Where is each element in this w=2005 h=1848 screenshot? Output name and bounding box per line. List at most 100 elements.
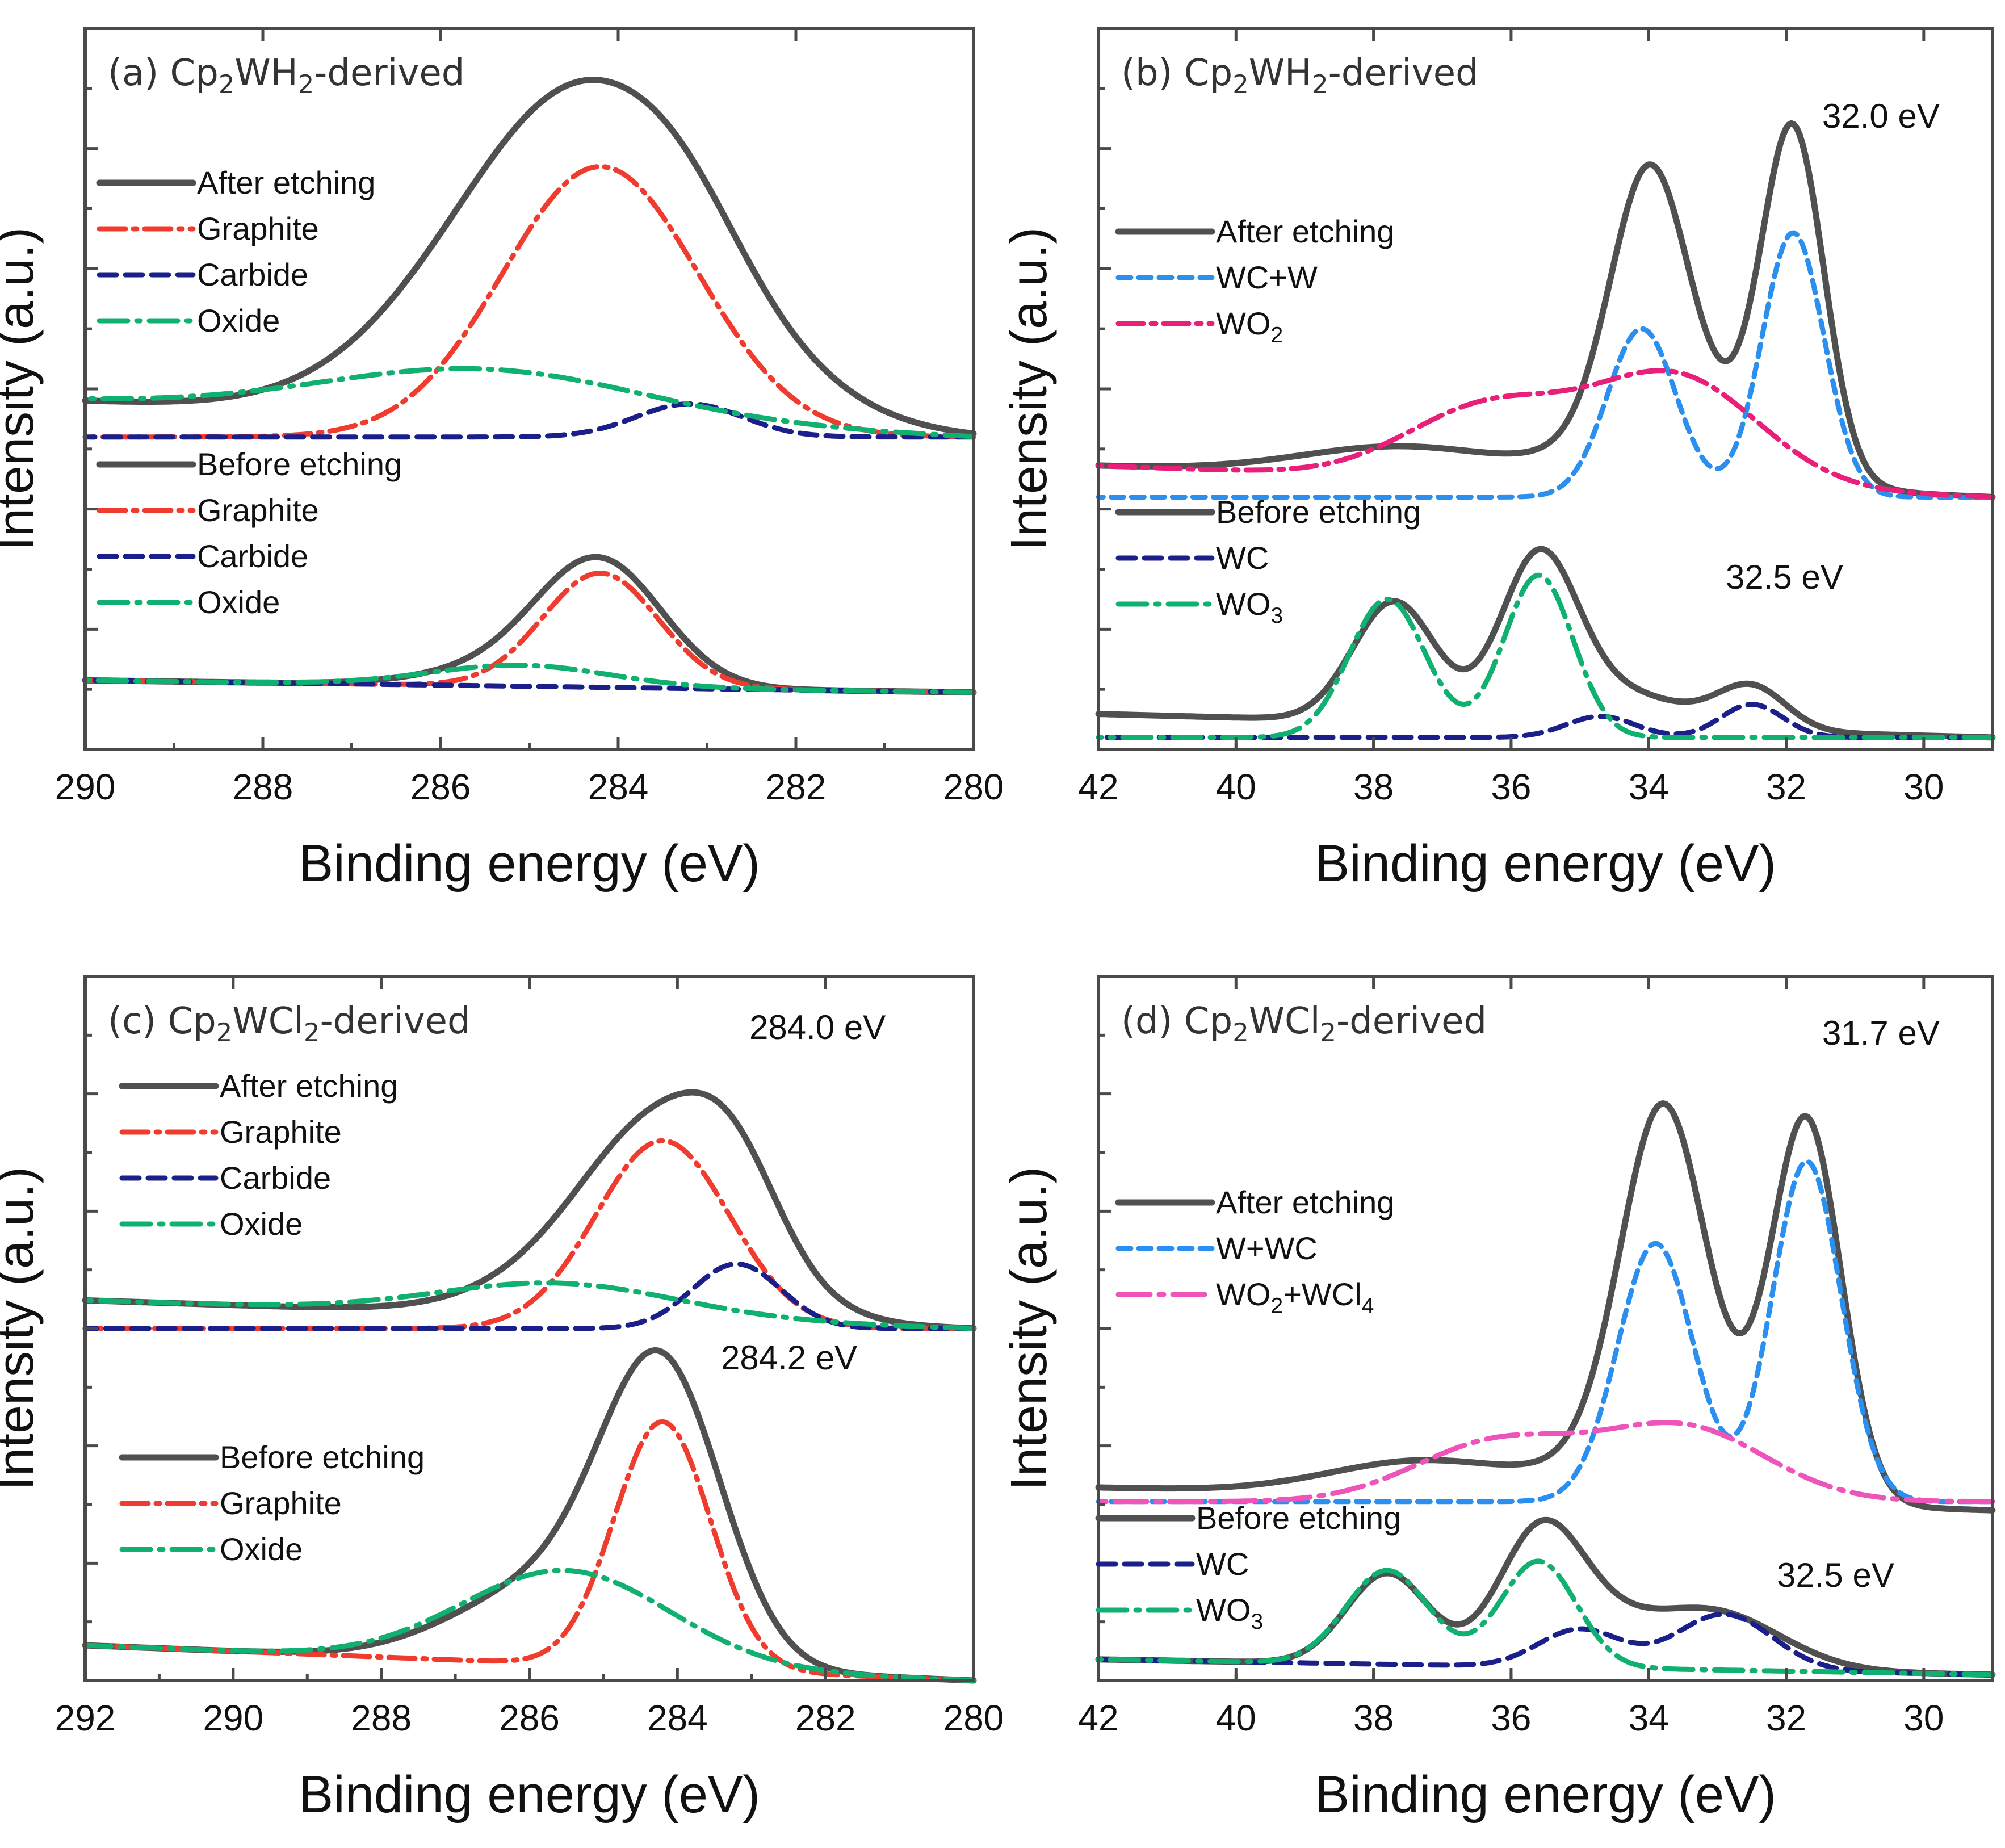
x-tick-label-d: 42 xyxy=(1078,1698,1118,1738)
legend-b-after: After etching WC+W WO2 xyxy=(1115,213,1394,347)
panel-c: 292 290 288 286 284 282 280 Binding energy (eV)… xyxy=(0,975,1004,1824)
x-tick-label-a: 280 xyxy=(943,766,1004,807)
y-axis-label-d: Intensity (a.u.) xyxy=(1001,1167,1058,1490)
legend-label-carbide: Carbide xyxy=(197,538,308,574)
legend-label-graphite: Graphite xyxy=(197,211,319,246)
x-tick-label-c: 286 xyxy=(499,1698,560,1738)
x-tick-label-b: 40 xyxy=(1216,766,1256,807)
legend-label-wc: WC xyxy=(1196,1546,1249,1582)
series-a-oxide-before- xyxy=(82,663,976,695)
x-tick-label-c: 292 xyxy=(55,1698,116,1738)
series-b-after-etching xyxy=(1095,120,1996,500)
legend-d-after: After etching W+WC WO2+WCl4 xyxy=(1115,1184,1394,1318)
x-tick-label-a: 286 xyxy=(410,766,471,807)
series-d-wo3 xyxy=(1096,1558,1995,1678)
legend-b-before: Before etching WC WO3 xyxy=(1115,494,1421,628)
x-tick-label-b: 34 xyxy=(1629,766,1669,807)
legend-label-graphite: Graphite xyxy=(220,1114,342,1150)
legend-c-before: Before etching Graphite Oxide xyxy=(119,1439,425,1567)
panel-title-b: (b) Cp2WH2-derived xyxy=(1121,52,1479,99)
legend-a-before: Before etching Graphite Carbide Oxide xyxy=(96,446,402,620)
legend-label-wo2wcl4: WO2+WCl4 xyxy=(1216,1276,1374,1318)
legend-label-oxide: Oxide xyxy=(220,1531,303,1567)
x-axis-label-b: Binding energy (eV) xyxy=(1315,835,1776,892)
series-b-wo2 xyxy=(1096,368,1995,500)
legend-label-wo3: WO3 xyxy=(1196,1592,1263,1634)
y-axis-label-b: Intensity (a.u.) xyxy=(1001,227,1058,551)
legend-label-oxide: Oxide xyxy=(197,303,280,338)
panel-b: 42 40 38 36 34 32 30 Binding energy (eV) Intensi… xyxy=(1001,27,1996,892)
panel-title-d: (d) Cp2WCl2-derived xyxy=(1121,1000,1487,1047)
y-axis-label-c: Intensity (a.u.) xyxy=(0,1167,44,1490)
legend-label-wcw: WC+W xyxy=(1216,259,1318,295)
y-axis-label-a: Intensity (a.u.) xyxy=(0,227,44,551)
series-c-after-etching xyxy=(82,1089,977,1332)
peak-annotation-b: 32.5 eV xyxy=(1726,558,1843,596)
legend-label-total: Before etching xyxy=(1216,494,1421,530)
x-axis-label-a: Binding energy (eV) xyxy=(299,835,760,892)
legend-label-total: Before etching xyxy=(220,1439,425,1475)
x-tick-label-a: 290 xyxy=(55,766,116,807)
legend-label-wo2: WO2 xyxy=(1216,305,1283,347)
series-a-after-etching xyxy=(82,77,977,437)
legend-d-before: Before etching WC WO3 xyxy=(1095,1500,1401,1634)
legend-label-total: After etching xyxy=(1216,213,1394,249)
legend-label-total: Before etching xyxy=(197,446,402,482)
x-tick-label-a: 282 xyxy=(766,766,827,807)
legend-a-after: After etching Graphite Carbide Oxide xyxy=(96,165,375,338)
x-tick-label-b: 38 xyxy=(1353,766,1394,807)
x-tick-label-d: 38 xyxy=(1353,1698,1394,1738)
peak-annotation-c: 284.2 eV xyxy=(721,1339,857,1377)
series-b-wo3 xyxy=(1096,572,1995,740)
x-tick-label-a: 284 xyxy=(588,766,649,807)
series-d-after-etching xyxy=(1095,1100,1996,1514)
x-tick-label-a: 288 xyxy=(233,766,293,807)
x-tick-label-d: 34 xyxy=(1629,1698,1669,1738)
x-tick-label-d: 30 xyxy=(1903,1698,1944,1738)
panels-container: 290 288 286 284 282 280 Binding energy (eV) Int… xyxy=(0,27,1996,1824)
panel-title-a: (a) Cp2WH2-derived xyxy=(108,52,464,99)
series-a-oxide-after- xyxy=(82,366,976,439)
x-tick-label-c: 284 xyxy=(647,1698,708,1738)
curves-d xyxy=(1095,1100,1996,1678)
curves-a xyxy=(82,77,977,695)
legend-label-total: After etching xyxy=(197,165,375,200)
peak-annotation-b: 32.0 eV xyxy=(1822,97,1940,135)
series-d-wo2-wcl4 xyxy=(1096,1420,1995,1505)
legend-label-carbide: Carbide xyxy=(197,257,308,292)
legend-label-oxide: Oxide xyxy=(197,584,280,620)
series-a-carbide-after- xyxy=(82,401,976,440)
legend-label-oxide: Oxide xyxy=(220,1206,303,1242)
peak-annotation-d: 32.5 eV xyxy=(1777,1556,1894,1594)
panel-a: 290 288 286 284 282 280 Binding energy (eV) Int… xyxy=(0,27,1004,892)
legend-label-graphite: Graphite xyxy=(220,1485,342,1521)
legend-label-total: After etching xyxy=(1216,1184,1394,1220)
panel-title-c: (c) Cp2WCl2-derived xyxy=(108,1000,471,1047)
x-tick-label-b: 36 xyxy=(1491,766,1531,807)
series-b-before-etching xyxy=(1095,546,1996,741)
legend-label-total: After etching xyxy=(220,1068,398,1104)
peak-annotation-d: 31.7 eV xyxy=(1822,1014,1940,1052)
x-tick-label-c: 288 xyxy=(351,1698,412,1738)
x-tick-label-b: 30 xyxy=(1903,766,1944,807)
x-tick-label-d: 36 xyxy=(1491,1698,1531,1738)
legend-c-after: After etching Graphite Carbide Oxide xyxy=(119,1068,398,1242)
legend-label-wo3: WO3 xyxy=(1216,586,1283,628)
x-tick-label-b: 32 xyxy=(1766,766,1806,807)
x-tick-label-c: 280 xyxy=(943,1698,1004,1738)
x-tick-label-c: 282 xyxy=(795,1698,856,1738)
legend-label-wcw: W+WC xyxy=(1216,1230,1318,1266)
x-tick-label-d: 40 xyxy=(1216,1698,1256,1738)
legend-label-carbide: Carbide xyxy=(220,1160,331,1196)
x-axis-label-c: Binding energy (eV) xyxy=(299,1766,760,1824)
legend-label-total: Before etching xyxy=(1196,1500,1401,1536)
peak-annotation-c: 284.0 eV xyxy=(749,1008,886,1046)
x-tick-label-d: 32 xyxy=(1766,1698,1806,1738)
x-tick-label-b: 42 xyxy=(1078,766,1118,807)
x-axis-label-d: Binding energy (eV) xyxy=(1315,1766,1776,1824)
series-b-wc-w xyxy=(1096,230,1995,500)
x-tick-label-c: 290 xyxy=(203,1698,263,1738)
series-c-oxide-after- xyxy=(82,1280,976,1331)
